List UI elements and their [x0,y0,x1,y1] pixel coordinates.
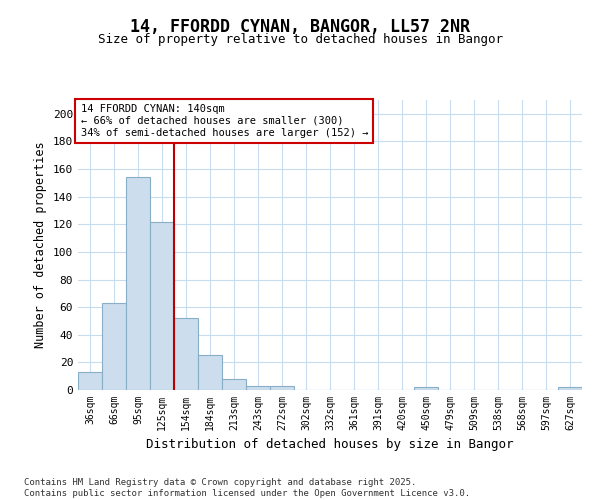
Text: 14, FFORDD CYNAN, BANGOR, LL57 2NR: 14, FFORDD CYNAN, BANGOR, LL57 2NR [130,18,470,36]
Bar [174,318,198,390]
Bar [150,222,174,390]
Bar [78,372,102,390]
Bar [558,387,582,390]
Bar [198,356,222,390]
Bar [222,379,246,390]
Bar [126,178,150,390]
Text: Size of property relative to detached houses in Bangor: Size of property relative to detached ho… [97,32,503,46]
X-axis label: Distribution of detached houses by size in Bangor: Distribution of detached houses by size … [146,438,514,452]
Text: 14 FFORDD CYNAN: 140sqm
← 66% of detached houses are smaller (300)
34% of semi-d: 14 FFORDD CYNAN: 140sqm ← 66% of detache… [80,104,368,138]
Bar [270,386,294,390]
Text: Contains HM Land Registry data © Crown copyright and database right 2025.
Contai: Contains HM Land Registry data © Crown c… [24,478,470,498]
Y-axis label: Number of detached properties: Number of detached properties [34,142,47,348]
Bar [246,386,270,390]
Bar [102,303,126,390]
Bar [414,387,438,390]
